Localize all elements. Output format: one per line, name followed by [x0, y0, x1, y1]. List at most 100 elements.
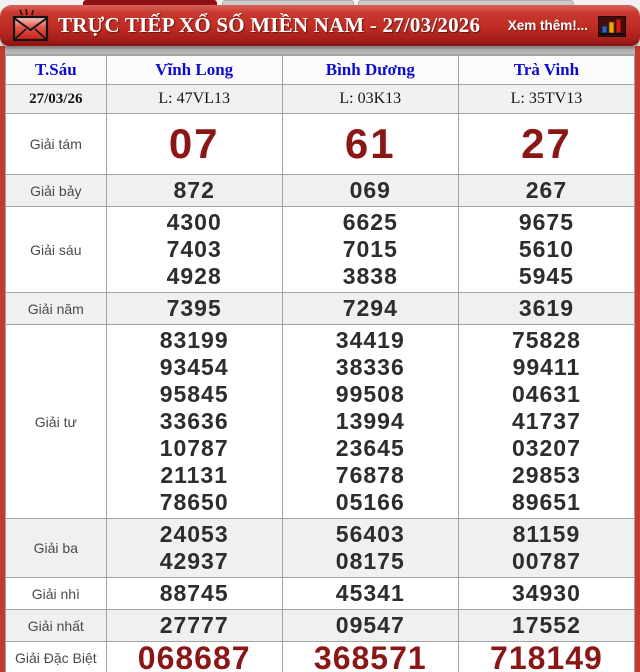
column-header-row: T.Sáu Vĩnh Long Bình Dương Trà Vinh: [5, 55, 636, 85]
tab-active[interactable]: [83, 0, 217, 7]
content-frame: T.Sáu Vĩnh Long Bình Dương Trà Vinh 27/0…: [0, 46, 640, 672]
prize-row: Giải bảy 872 069 267: [5, 174, 636, 207]
prize-numbers-cell: 7294: [281, 292, 459, 325]
prize-numbers-cell: 45341: [281, 577, 459, 610]
prize-number: 9675: [518, 209, 574, 235]
prize-numbers-cell: 27: [457, 113, 636, 175]
prize-label: Giải bảy: [5, 174, 107, 207]
prize-row: Giải sáu 4300 7403 4928 6625 7015 3838 9675 5610…: [5, 206, 636, 293]
mail-envelope-icon: [12, 8, 50, 48]
prize-number: 267: [525, 177, 568, 203]
tab-inactive-1[interactable]: [222, 0, 354, 8]
prize-number: 5945: [518, 263, 574, 289]
prize-row: Giải nhì 88745 45341 34930: [5, 577, 636, 610]
prize-number: 33636: [159, 408, 229, 434]
prize-label: Giải ba: [5, 518, 107, 578]
prize-numbers-cell: 83199 93454 95845 33636 10787 21131 78650: [105, 324, 283, 519]
prize-label: Giải Đặc Biệt: [5, 641, 107, 672]
prize-number: 718149: [490, 640, 603, 672]
prize-numbers-cell: 267: [457, 174, 636, 207]
lottery-results-table: T.Sáu Vĩnh Long Bình Dương Trà Vinh 27/0…: [5, 55, 636, 672]
column-header-day[interactable]: T.Sáu: [5, 55, 107, 85]
prize-numbers-cell: 17552: [457, 609, 636, 642]
page-title: TRỰC TIẾP XỔ SỐ MIỀN NAM - 27/03/2026: [58, 13, 481, 37]
prize-number: 7395: [166, 295, 222, 321]
prize-number: 78650: [159, 489, 229, 515]
prize-number: 05166: [335, 489, 405, 515]
ticket-code-2: L: 03K13: [281, 84, 459, 114]
prize-number: 21131: [160, 462, 229, 488]
prize-number: 29853: [511, 462, 581, 488]
prize-numbers-cell: 34930: [457, 577, 636, 610]
prize-numbers-cell: 4300 7403 4928: [105, 206, 283, 293]
prize-number: 42937: [159, 548, 229, 574]
column-header-province-3[interactable]: Trà Vinh: [457, 55, 636, 85]
prize-label: Giải sáu: [5, 206, 107, 293]
prize-numbers-cell: 34419 38336 99508 13994 23645 76878 05166: [281, 324, 459, 519]
prize-number: 07: [168, 120, 220, 167]
prize-number: 27: [521, 120, 572, 167]
prize-number: 7294: [342, 295, 398, 321]
prize-label: Giải nhất: [5, 609, 107, 642]
prize-rows: 27/03/26 L: 47VL13 L: 03K13 L: 35TV13 Gi…: [5, 84, 636, 672]
bar-chart-icon[interactable]: [598, 16, 626, 42]
prize-number: 04631: [511, 381, 581, 407]
prize-number: 38336: [335, 354, 405, 380]
prize-number: 99411: [512, 354, 581, 380]
prize-numbers-cell: 368571: [281, 640, 459, 672]
prize-label: Giải tư: [5, 324, 107, 519]
prize-number: 76878: [335, 462, 405, 488]
prize-number: 03207: [511, 435, 581, 461]
prize-numbers-cell: 75828 99411 04631 41737 03207 29853 89651: [457, 324, 636, 519]
prize-number: 56403: [335, 521, 405, 547]
prize-label: Giải năm: [5, 292, 107, 325]
prize-number: 4300: [166, 209, 222, 235]
prize-number: 17552: [511, 612, 581, 638]
prize-numbers-cell: 9675 5610 5945: [457, 206, 636, 293]
column-header-province-2[interactable]: Bình Dương: [281, 55, 459, 85]
prize-numbers-cell: 09547: [281, 609, 459, 642]
prize-number: 872: [173, 177, 215, 203]
prize-numbers-cell: 61: [281, 113, 459, 175]
header-bar: TRỰC TIẾP XỔ SỐ MIỀN NAM - 27/03/2026 Xe…: [0, 5, 640, 46]
prize-numbers-cell: 718149: [457, 640, 636, 672]
prize-number: 4928: [166, 263, 222, 289]
tab-inactive-2[interactable]: [358, 0, 574, 8]
prize-number: 7403: [166, 236, 222, 262]
prize-number: 069: [349, 177, 391, 203]
prize-number: 34419: [335, 327, 405, 353]
prize-number: 10787: [159, 435, 229, 461]
prize-number: 7015: [342, 236, 398, 262]
prize-number: 41737: [511, 408, 581, 434]
prize-numbers-cell: 07: [105, 113, 283, 175]
prize-number: 09547: [335, 612, 405, 638]
prize-number: 6625: [342, 209, 398, 235]
prize-numbers-cell: 7395: [105, 292, 283, 325]
prize-row: Giải tám 07 61 27: [5, 113, 636, 175]
see-more-link[interactable]: Xem thêm!...: [507, 18, 588, 33]
prize-numbers-cell: 88745: [105, 577, 283, 610]
prize-number: 368571: [313, 640, 427, 672]
prize-number: 13994: [335, 408, 405, 434]
prize-number: 27777: [159, 612, 229, 638]
prize-number: 83199: [159, 327, 229, 353]
date-code-row: 27/03/26 L: 47VL13 L: 03K13 L: 35TV13: [5, 84, 636, 114]
prize-label: Giải nhì: [5, 577, 107, 610]
top-tabs-strip: [0, 0, 640, 8]
prize-numbers-cell: 56403 08175: [281, 518, 459, 578]
column-header-province-1[interactable]: Vĩnh Long: [105, 55, 283, 85]
prize-number: 45341: [335, 580, 405, 606]
prize-number: 5610: [518, 236, 574, 262]
prize-row: Giải ba 24053 42937 56403 08175 81159 00787: [5, 518, 636, 578]
prize-row: Giải nhất 27777 09547 17552: [5, 609, 636, 642]
prize-number: 95845: [159, 381, 229, 407]
prize-number: 3619: [518, 295, 574, 321]
prize-numbers-cell: 27777: [105, 609, 283, 642]
prize-numbers-cell: 24053 42937: [105, 518, 283, 578]
prize-numbers-cell: 068687: [105, 641, 283, 672]
prize-number: 99508: [335, 381, 405, 407]
ticket-code-3: L: 35TV13: [457, 84, 636, 114]
prize-number: 08175: [335, 548, 405, 574]
prize-number: 00787: [511, 548, 581, 574]
